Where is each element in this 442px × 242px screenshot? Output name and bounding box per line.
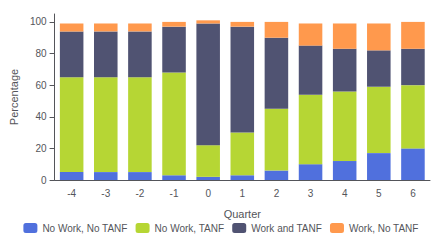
svg-text:Percentage: Percentage <box>8 69 20 125</box>
svg-text:-3: -3 <box>101 188 110 199</box>
svg-text:-4: -4 <box>67 188 76 199</box>
svg-text:4: 4 <box>342 188 348 199</box>
svg-text:0: 0 <box>41 175 47 186</box>
svg-text:40: 40 <box>35 111 47 122</box>
svg-text:3: 3 <box>308 188 314 199</box>
svg-text:No Work, TANF: No Work, TANF <box>155 223 224 234</box>
svg-text:100: 100 <box>30 16 47 27</box>
svg-text:60: 60 <box>35 80 47 91</box>
svg-text:20: 20 <box>35 143 47 154</box>
svg-text:1: 1 <box>240 188 246 199</box>
svg-text:6: 6 <box>410 188 416 199</box>
svg-text:No Work, No TANF: No Work, No TANF <box>42 223 127 234</box>
svg-text:Work, No TANF: Work, No TANF <box>349 223 418 234</box>
svg-text:Quarter: Quarter <box>224 208 262 220</box>
svg-text:80: 80 <box>35 48 47 59</box>
svg-text:2: 2 <box>274 188 280 199</box>
svg-text:0: 0 <box>205 188 211 199</box>
svg-text:5: 5 <box>376 188 382 199</box>
svg-text:Work and TANF: Work and TANF <box>251 223 322 234</box>
svg-text:-1: -1 <box>170 188 179 199</box>
svg-text:-2: -2 <box>135 188 144 199</box>
